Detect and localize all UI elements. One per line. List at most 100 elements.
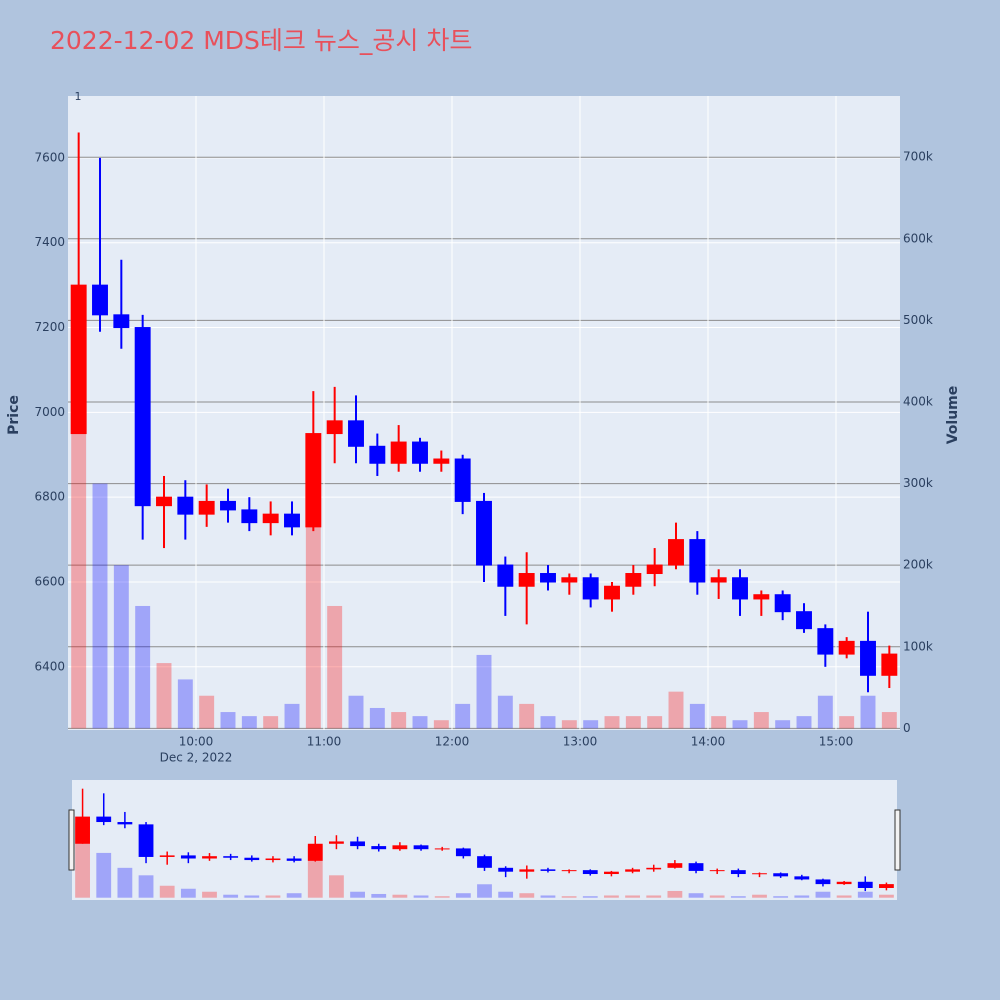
candle-body <box>305 433 322 528</box>
y-tick-label: 7400 <box>34 235 65 249</box>
candle-body <box>220 500 236 511</box>
y-tick-label: 6800 <box>34 490 65 504</box>
candle-body <box>604 585 620 600</box>
mini-volume-bar <box>794 895 810 898</box>
candle-body <box>134 327 151 507</box>
plot-area <box>68 96 900 730</box>
volume-bar <box>156 663 172 729</box>
mini-volume-bar <box>752 894 767 898</box>
candle-body <box>284 513 300 528</box>
mini-volume-bar <box>434 896 450 898</box>
mini-candle-body <box>180 855 196 859</box>
candle-body <box>540 573 556 583</box>
mini-volume-bar <box>117 867 133 898</box>
volume-bar <box>92 483 108 729</box>
mini-volume-bar <box>582 896 598 898</box>
y-tick-label: 7200 <box>34 320 65 334</box>
mini-candle-body <box>329 841 344 844</box>
mini-volume-bar <box>286 893 302 898</box>
volume-bar <box>113 565 129 729</box>
y-tick-label: 6600 <box>34 574 65 588</box>
mini-candle-body <box>540 869 556 871</box>
volume-bar <box>540 716 556 729</box>
mini-volume-bar <box>329 875 344 898</box>
candle-body <box>198 500 215 515</box>
volume-bar <box>177 679 193 729</box>
candle-body <box>262 513 279 524</box>
mini-volume-bar <box>625 895 640 898</box>
mini-volume-bar <box>371 893 387 898</box>
mini-volume-bar <box>688 893 704 898</box>
mini-candle-body <box>117 822 133 825</box>
mini-candle-body <box>265 858 281 861</box>
y-tick-label: 7600 <box>34 150 65 164</box>
mini-volume-bar <box>879 894 894 898</box>
mini-candle-body <box>604 871 619 875</box>
mini-candle-body <box>730 870 746 875</box>
mini-candle-body <box>625 869 640 872</box>
candle-body <box>326 420 343 435</box>
volume-bar <box>796 716 812 729</box>
mini-volume-bar <box>667 890 683 898</box>
candle-body <box>838 640 855 655</box>
y2-tick-label: 200k <box>903 558 933 572</box>
volume-bar <box>433 720 449 729</box>
mini-candle-body <box>815 879 831 885</box>
volume-bar <box>732 720 748 729</box>
y2-tick-label: 0 <box>903 721 911 735</box>
volume-bar <box>348 695 364 729</box>
volume-bar <box>625 716 641 729</box>
mini-volume-bar <box>773 896 789 898</box>
candle-body <box>497 564 514 587</box>
range-slider[interactable] <box>72 780 897 900</box>
mini-candle-body <box>413 845 429 850</box>
candle-body <box>518 573 535 587</box>
mini-volume-bar <box>455 893 471 898</box>
mini-candle-body <box>371 846 387 850</box>
y2-tick-label: 300k <box>903 476 933 490</box>
candle-body <box>241 509 258 524</box>
candle-body <box>156 496 172 507</box>
candle-body <box>774 594 791 613</box>
candle-body <box>582 577 599 600</box>
candle-body <box>433 458 450 464</box>
mini-candle-body <box>392 845 408 850</box>
mini-volume-bar <box>180 888 196 898</box>
mini-candle-body <box>857 881 873 888</box>
volume-bar <box>753 712 769 729</box>
candle-body <box>412 441 428 464</box>
chart-title: 2022-12-02 MDS테크 뉴스_공시 차트 <box>50 26 472 55</box>
slider-handle[interactable] <box>894 809 901 871</box>
slider-handle[interactable] <box>68 809 75 871</box>
candle-body <box>689 539 706 583</box>
mini-volume-bar <box>265 895 281 898</box>
candle-body <box>710 577 727 583</box>
volume-bar <box>327 605 343 729</box>
candle-body <box>454 458 471 502</box>
volume-bar <box>135 605 151 729</box>
mini-candle-body <box>688 863 704 871</box>
mini-candle-body <box>307 843 323 861</box>
mini-candle-body <box>477 856 492 868</box>
candle-body <box>625 573 642 587</box>
volume-bar <box>604 716 620 729</box>
mini-volume-bar <box>202 891 217 898</box>
mini-candle-body <box>202 856 217 859</box>
mini-volume-bar <box>477 884 492 898</box>
volume-bar <box>839 716 855 729</box>
volume-bar <box>817 695 833 729</box>
mini-volume-bar <box>815 891 831 898</box>
mini-candle-body <box>667 863 683 868</box>
mini-volume-bar <box>498 891 514 898</box>
mini-candle-body <box>138 824 154 857</box>
volume-bar <box>860 695 876 729</box>
mini-candle-body <box>434 848 450 850</box>
mini-volume-bar <box>138 875 154 898</box>
x-tick-label: 12:00 <box>435 735 470 749</box>
mini-candle-body <box>159 855 175 857</box>
mini-volume-bar <box>836 895 852 898</box>
candle-body <box>561 577 578 583</box>
y2-axis-title: Volume <box>945 386 961 445</box>
